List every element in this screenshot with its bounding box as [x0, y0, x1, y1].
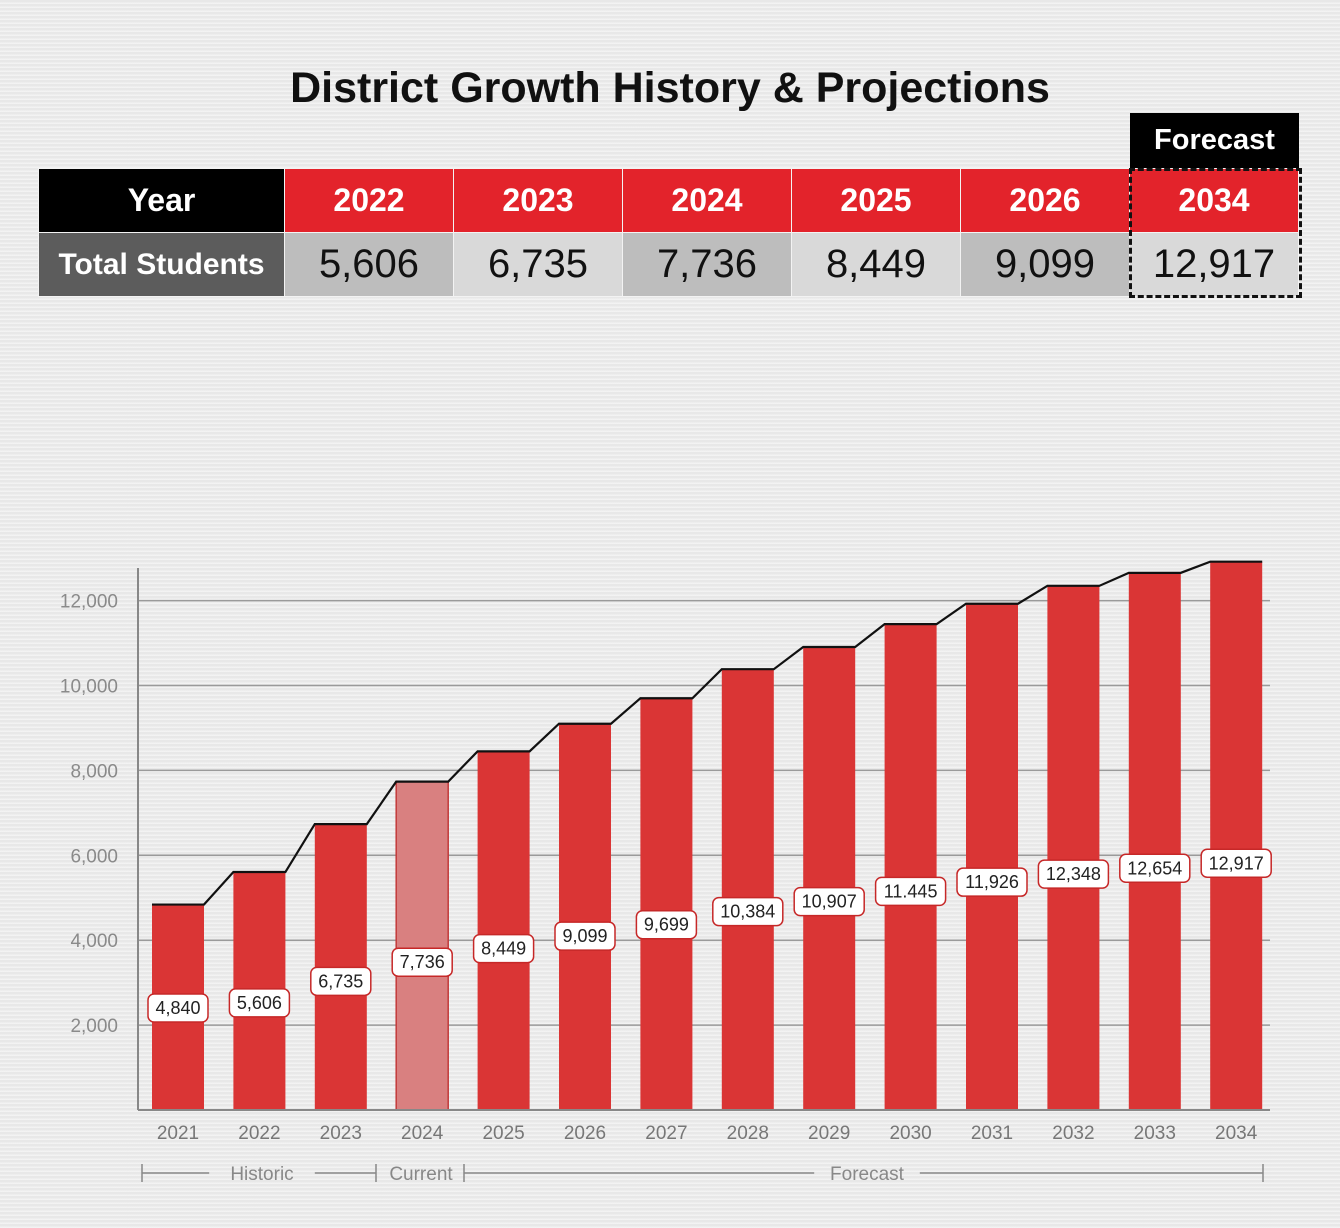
data-label-box [1200, 848, 1272, 879]
data-label-text: 9,099 [562, 926, 607, 946]
bar-2032 [1047, 585, 1100, 1110]
period-label: Forecast [830, 1164, 905, 1185]
data-label-box [147, 993, 209, 1023]
year-row: Year 2022 2023 2024 2025 2026 2034 [38, 168, 1299, 233]
data-label-box [391, 947, 453, 977]
data-label-text: 7,736 [400, 952, 445, 972]
data-label-box [874, 876, 947, 907]
data-label-text: 6,735 [318, 971, 363, 991]
x-tick-label: 2034 [1215, 1123, 1258, 1144]
data-label: 10,384 [712, 896, 784, 927]
data-label-text: 5,606 [237, 993, 282, 1013]
bar-2025 [477, 751, 530, 1110]
data-label: 12,917 [1200, 848, 1272, 879]
x-tick-label: 2032 [1052, 1123, 1094, 1144]
period-label: Historic [230, 1164, 293, 1185]
data-label-text: 4,840 [155, 998, 200, 1018]
students-cell: 6,735 [453, 232, 623, 297]
page-title: District Growth History & Projections [290, 64, 1050, 112]
data-label: 12,654 [1119, 853, 1191, 884]
x-tick-label: 2033 [1134, 1123, 1176, 1144]
x-tick-label: 2021 [157, 1123, 199, 1144]
data-label-text: 12,348 [1046, 864, 1101, 884]
data-label: 10,907 [793, 886, 865, 917]
period-label: Current [389, 1164, 453, 1185]
bar-2024 [395, 780, 449, 1111]
y-tick-label: 12,000 [60, 592, 118, 613]
data-label-box [635, 909, 698, 940]
data-label-box [956, 867, 1028, 897]
data-label-box [310, 966, 372, 997]
data-label: 9,699 [635, 909, 698, 940]
y-tick-label: 2,000 [70, 1016, 118, 1037]
students-row: Total Students 5,606 6,735 7,736 8,449 9… [38, 232, 1299, 297]
data-label-text: 11,926 [965, 872, 1019, 892]
x-tick-label: 2026 [564, 1123, 606, 1144]
data-label: 11,926 [956, 867, 1028, 897]
y-tick-label: 8,000 [70, 761, 118, 782]
bar-2029 [803, 646, 856, 1110]
year-cell-forecast: 2034 [1129, 168, 1299, 233]
summary-table: Year 2022 2023 2024 2025 2026 2034 Total… [38, 168, 1299, 297]
students-cell-forecast: 12,917 [1129, 232, 1299, 297]
data-label-text: 10,907 [802, 892, 857, 912]
year-cell: 2023 [453, 168, 623, 233]
bar-2028 [721, 669, 774, 1110]
bar-2031 [966, 603, 1018, 1110]
data-label-box [228, 988, 291, 1018]
data-label: 9,099 [554, 921, 616, 951]
bar-2027 [640, 698, 693, 1110]
bar-2030 [884, 624, 937, 1110]
x-tick-label: 2031 [971, 1123, 1013, 1144]
data-label: 4,840 [147, 993, 209, 1023]
x-tick-label: 2029 [808, 1123, 850, 1144]
year-cell: 2026 [960, 168, 1130, 233]
data-label: 12,348 [1037, 859, 1110, 889]
students-cell: 8,449 [791, 232, 961, 297]
forecast-tag: Forecast [1130, 113, 1299, 168]
y-tick-label: 6,000 [70, 846, 118, 867]
data-label-text: 9,699 [644, 915, 689, 935]
students-cell: 9,099 [960, 232, 1130, 297]
data-label-box [472, 933, 535, 964]
step-outline [152, 560, 1263, 906]
data-label: 6,735 [310, 966, 372, 997]
data-label-text: 12,917 [1209, 853, 1264, 873]
year-cell: 2024 [622, 168, 792, 233]
bar-2034 [1210, 561, 1263, 1110]
students-cell: 7,736 [622, 232, 792, 297]
x-tick-label: 2030 [889, 1123, 931, 1144]
data-label-box [1037, 859, 1110, 889]
data-label: 7,736 [391, 947, 453, 977]
bar-2033 [1128, 572, 1181, 1110]
data-label: 11.445 [874, 876, 947, 907]
data-label-box [554, 921, 616, 951]
students-cell: 5,606 [284, 232, 454, 297]
x-tick-label: 2024 [401, 1123, 444, 1144]
y-tick-label: 4,000 [70, 931, 118, 952]
data-label-text: 12,654 [1127, 858, 1182, 878]
data-label-text: 11.445 [884, 881, 938, 901]
x-tick-label: 2027 [645, 1123, 687, 1144]
data-label-box [712, 896, 784, 927]
y-tick-label: 10,000 [60, 677, 118, 698]
x-tick-label: 2022 [238, 1123, 280, 1144]
x-tick-label: 2025 [482, 1123, 524, 1144]
bar-2026 [559, 723, 611, 1110]
x-tick-label: 2028 [727, 1123, 769, 1144]
data-label-text: 8,449 [481, 939, 526, 959]
data-label-box [1119, 853, 1191, 884]
data-label: 5,606 [228, 988, 291, 1018]
x-tick-label: 2023 [320, 1123, 362, 1144]
students-row-label: Total Students [38, 232, 285, 297]
data-label-box [793, 886, 865, 917]
data-label-text: 10,384 [720, 902, 775, 922]
data-label: 8,449 [472, 933, 535, 964]
year-cell: 2025 [791, 168, 961, 233]
